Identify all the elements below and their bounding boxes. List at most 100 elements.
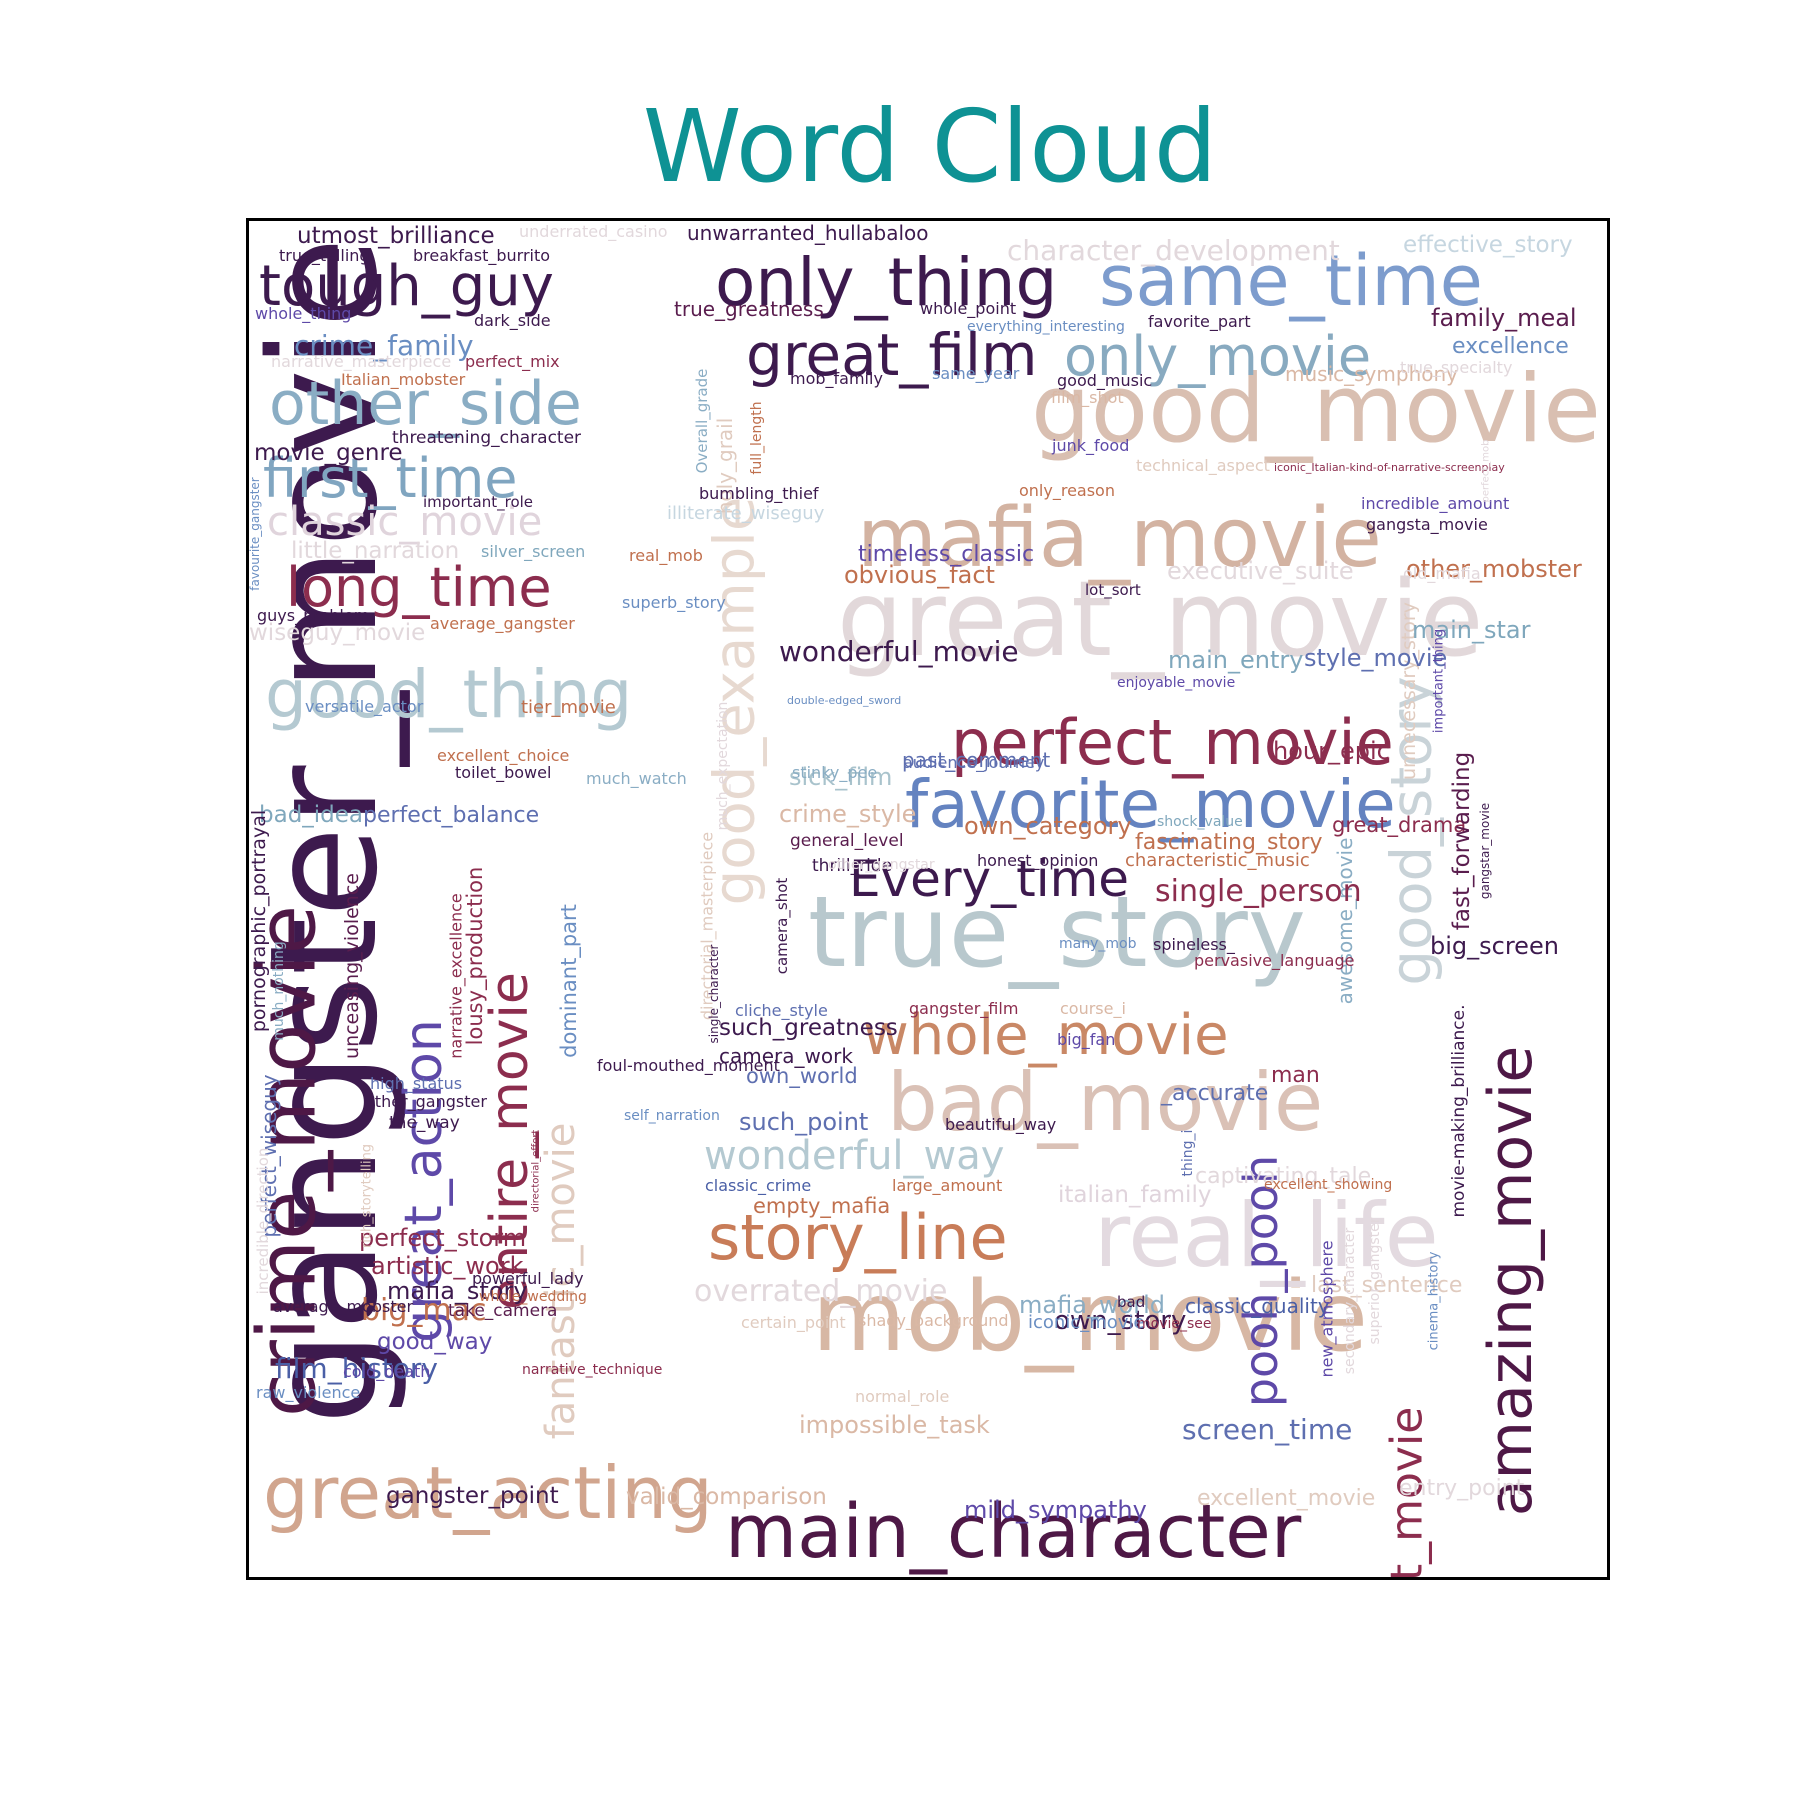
word-pornographic-portrayal: pornographic_portrayal <box>249 810 270 1032</box>
word-cloud-frame: gangster_movie good_movie great_movie true_… <box>246 218 1610 1580</box>
word-camera-work: camera_work <box>719 1044 853 1068</box>
word-threatening-character: threatening_character <box>392 428 581 448</box>
word-wonderful-way: wonderful_way <box>704 1133 1004 1179</box>
word-illiterate-wiseguy: illiterate_wiseguy <box>667 503 825 524</box>
word-great-drama: great_drama <box>1332 813 1466 838</box>
word-only-thing: only_thing <box>715 244 1057 321</box>
word-junk-food: junk_food <box>1051 436 1129 456</box>
word-guys-problem: guys_problem <box>257 606 369 626</box>
word-fascinating-story: fascinating_story <box>1135 830 1323 855</box>
word-gangster-point: gangster_point <box>386 1483 559 1509</box>
word-toilet-bowel: toilet_bowel <box>455 763 551 783</box>
word-spineless: spineless_ <box>1153 935 1236 955</box>
word-favorite-movie: favorite_movie <box>905 766 1396 843</box>
word-old-mafia: old_mafia <box>1403 564 1481 584</box>
word-classic-crime: classic_crime <box>705 1176 811 1196</box>
word-gangster-film: gangster_film <box>909 999 1018 1019</box>
word-shock-value: shock_value <box>1157 814 1243 830</box>
word-hour-epic: hour_epic <box>1273 737 1390 765</box>
word-good-example: good_example <box>703 497 768 906</box>
word-main-entry: main_entry <box>1168 646 1303 674</box>
word-overall-grade: Overall_grade <box>693 369 712 474</box>
word-same-time: same_time <box>1099 240 1483 322</box>
word-secondary-character: secondary_character <box>1342 1227 1358 1374</box>
word-cold-death: cold_death <box>343 1362 430 1382</box>
word-much-expectation: much_expectation <box>715 702 731 831</box>
word-true-telling: true_telling <box>279 246 370 266</box>
word-artistic-work: artistic_work <box>371 1252 524 1280</box>
word-double-edged-sword: double-edged_sword <box>787 694 901 707</box>
word-excellent-movie: excellent_movie <box>1197 1486 1375 1511</box>
word-same-year: same_year <box>932 364 1020 384</box>
word-directorial-masterpiece: directorial_masterpiece <box>698 832 718 1020</box>
word-unwarranted-hullabaloo: unwarranted_hullabaloo <box>687 221 929 245</box>
word-superb-story: superb_story <box>622 593 726 613</box>
word-movie-genre: movie_genre <box>254 440 403 466</box>
word-own-story: own_story <box>1054 1306 1186 1336</box>
word-impossible-task: impossible_task <box>799 1411 990 1439</box>
word-accurate: _accurate <box>1160 1081 1268 1106</box>
word-excellent-showing: excellent_showing <box>1264 1177 1392 1193</box>
word-entire-movie: entire_movie <box>480 972 540 1310</box>
word-great-movie: great_movie <box>837 558 1483 680</box>
word-man: man <box>1271 1063 1320 1088</box>
word-unceasing-violence: unceasing_violence <box>341 873 363 1059</box>
word-average-gangster: average_gangster <box>430 614 575 634</box>
word-amazing-movie: amazing_movie <box>1476 1046 1546 1517</box>
word-enjoyable-movie: enjoyable_movie <box>1117 675 1235 691</box>
word-iconic-movie: iconic_movie <box>1028 1312 1145 1333</box>
word-awesome-movie: awesome_movie <box>1333 838 1357 1005</box>
word-little-narration: little_narration <box>291 538 459 564</box>
word-characteristic-music: characteristic_music <box>1125 850 1310 871</box>
word-beautiful-way: beautiful_way <box>945 1115 1056 1135</box>
word-camera-shot: camera_shot <box>773 878 792 975</box>
word-narrative-excellence: narrative_excellence <box>447 893 467 1059</box>
word-big-mac: big_mac <box>361 1293 487 1328</box>
word-utmost-brilliance: utmost_brilliance <box>297 223 495 249</box>
word-whole-thing: whole_thing <box>255 304 351 324</box>
word-past-comment: past_comment <box>902 748 1050 772</box>
word-the-way: the_way <box>389 1113 460 1133</box>
word-pervasive-language: pervasive_language <box>1194 951 1354 971</box>
word-directorial-effort: directorial_effort <box>531 1130 542 1213</box>
word-certain-point: certain_point <box>741 1313 846 1333</box>
word-tier-movie: tier_movie <box>521 697 616 718</box>
word-favourite-gangster: favourite_gangster <box>249 477 262 591</box>
word-long-time: long_time <box>286 556 552 619</box>
word-own-category: own_category <box>964 812 1132 840</box>
word-normal-role: normal_role <box>855 1387 949 1407</box>
word-classic-quality: classic_quality <box>1185 1294 1330 1318</box>
word-take-camera: take_camera <box>448 1301 557 1321</box>
word-cinema-history: cinema_history <box>1427 1251 1442 1350</box>
word-whole-point: whole_point <box>920 299 1016 319</box>
word-course-i: course_i <box>1060 999 1126 1019</box>
word-own-world: own_world <box>746 1064 858 1089</box>
word-thing-i: thing_i <box>1180 1130 1196 1177</box>
word-gangstar-movie: gangstar_movie <box>1478 803 1492 899</box>
word-true-story: true_story <box>808 876 1306 990</box>
word-other-mobster: other_mobster <box>1406 555 1582 583</box>
word-high-status: high_status <box>370 1074 462 1094</box>
word-honest-opinion: honest_opinion <box>977 851 1098 871</box>
word-everything-interesting: everything_interesting <box>967 319 1125 335</box>
word-big-fan: big_fan <box>1057 1030 1115 1050</box>
word-much-nothing: much_nothing <box>271 941 287 1041</box>
word-style-movie: style_movie <box>1304 644 1447 672</box>
word-crime-family: crime_family <box>294 329 474 362</box>
word-classic-movie: classic_movie <box>267 499 542 545</box>
word-whole-wedding: whole_wedding <box>479 1289 587 1305</box>
word-entry-point: entry_point <box>1399 1476 1525 1501</box>
word-mafia-movie: mafia_movie <box>857 491 1382 586</box>
word-great-action: great_action <box>394 1019 454 1343</box>
word-single-person: single_person <box>1155 874 1362 909</box>
word-incredible-direction: incredible_direction <box>254 1148 273 1295</box>
word-captivating-tale: captivating_tale <box>1195 1164 1371 1189</box>
word-such-greatness: such_greatness <box>719 1015 898 1041</box>
word-timeless-classic: timeless_classic <box>858 542 1034 567</box>
word-good-story: good_story <box>1380 676 1445 985</box>
word-wonderful-movie: wonderful_movie <box>779 635 1019 668</box>
word-single-character: single_character <box>707 944 721 1043</box>
word-lot-sort: lot_sort <box>1085 581 1141 600</box>
word-last-sentence: last_sentence <box>1311 1273 1462 1298</box>
word-valid-comparison: valid_comparison <box>626 1484 827 1510</box>
